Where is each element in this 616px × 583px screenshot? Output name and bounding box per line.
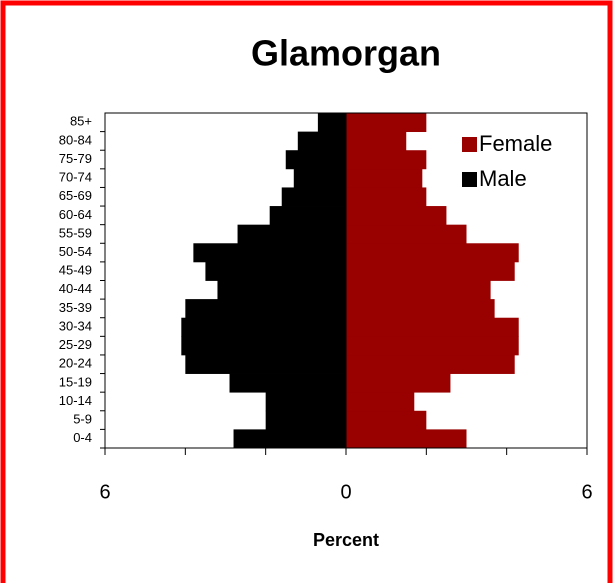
y-tick-label: 60-64 xyxy=(59,207,92,222)
bar xyxy=(346,299,495,319)
bar xyxy=(181,317,346,337)
legend-swatch xyxy=(462,137,477,152)
bar xyxy=(346,150,427,170)
bar xyxy=(285,150,346,170)
bar xyxy=(346,131,407,151)
bar xyxy=(265,392,346,412)
bar xyxy=(317,113,346,133)
bar xyxy=(346,224,467,244)
y-tick-label: 10-14 xyxy=(59,393,92,408)
y-tick-label: 70-74 xyxy=(59,170,92,185)
y-tick-label: 15-19 xyxy=(59,374,92,389)
bar xyxy=(281,187,346,207)
x-tick-label: 6 xyxy=(581,481,592,503)
chart-title: Glamorgan xyxy=(251,33,441,74)
bar xyxy=(346,113,427,133)
bar xyxy=(237,224,346,244)
bar xyxy=(346,354,515,374)
bar xyxy=(346,243,519,263)
bar xyxy=(297,131,346,151)
y-tick-label: 40-44 xyxy=(59,281,92,296)
bar xyxy=(346,429,467,449)
y-tick-label: 5-9 xyxy=(73,412,92,427)
bar xyxy=(346,168,423,188)
bar xyxy=(346,280,491,300)
x-axis-label: Percent xyxy=(313,530,379,550)
x-tick-label: 6 xyxy=(99,481,110,503)
bar xyxy=(265,410,346,430)
y-tick-label: 45-49 xyxy=(59,263,92,278)
legend-swatch xyxy=(462,172,477,187)
bar xyxy=(229,373,346,393)
bar xyxy=(233,429,346,449)
y-tick-label: 35-39 xyxy=(59,300,92,315)
y-tick-label: 20-24 xyxy=(59,356,92,371)
y-tick-label: 80-84 xyxy=(59,132,92,147)
legend-label: Female xyxy=(479,131,552,156)
bar xyxy=(346,336,519,356)
bar xyxy=(346,392,415,412)
bar xyxy=(346,317,519,337)
y-tick-label: 85+ xyxy=(70,114,92,129)
bar xyxy=(181,336,346,356)
y-tick-label: 65-69 xyxy=(59,188,92,203)
bar xyxy=(185,299,346,319)
bar xyxy=(185,354,346,374)
y-tick-label: 75-79 xyxy=(59,151,92,166)
bar xyxy=(205,261,346,281)
bar xyxy=(346,206,447,226)
legend-label: Male xyxy=(479,166,527,191)
bar xyxy=(293,168,346,188)
bar xyxy=(346,261,515,281)
y-tick-label: 55-59 xyxy=(59,225,92,240)
bar xyxy=(217,280,346,300)
y-tick-label: 25-29 xyxy=(59,337,92,352)
x-tick-label: 0 xyxy=(340,481,351,503)
y-tick-label: 30-34 xyxy=(59,318,92,333)
bar xyxy=(346,373,451,393)
bar xyxy=(193,243,346,263)
bar xyxy=(346,410,427,430)
y-tick-label: 0-4 xyxy=(73,430,92,445)
bar xyxy=(346,187,427,207)
y-tick-label: 50-54 xyxy=(59,244,92,259)
bar xyxy=(269,206,346,226)
